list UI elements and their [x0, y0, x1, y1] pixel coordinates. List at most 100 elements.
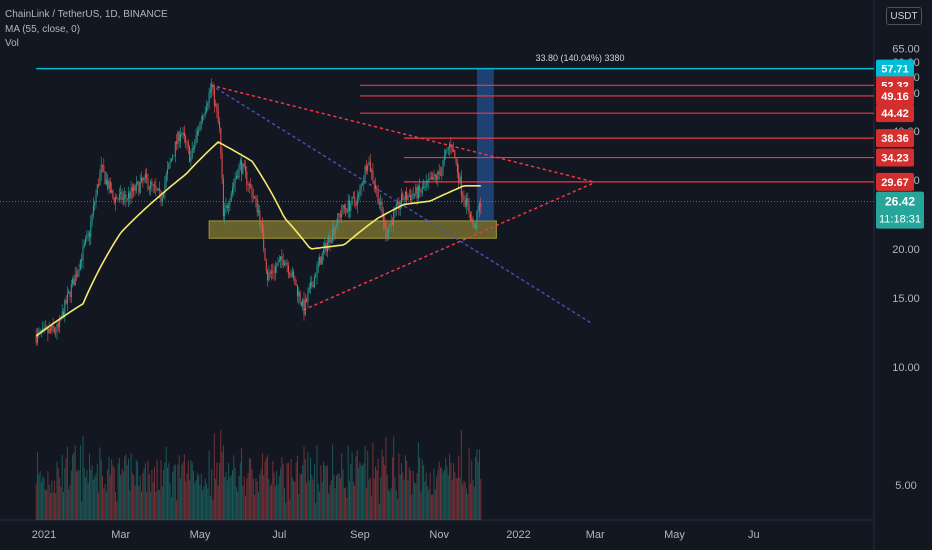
candle-body [53, 328, 55, 332]
volume-bar [467, 493, 469, 520]
volume-bar [168, 463, 170, 520]
candle-body [468, 204, 470, 214]
candle-body [378, 203, 380, 205]
price-tick-label: 20.00 [892, 244, 920, 256]
volume-bar [313, 463, 315, 520]
candle-body [147, 178, 149, 190]
volume-bar [312, 479, 314, 520]
trendline [303, 181, 596, 311]
volume-bar [155, 491, 157, 520]
volume-bar [455, 478, 457, 520]
candle-body [186, 141, 188, 143]
candle-body [458, 172, 460, 183]
candle-body [154, 184, 155, 186]
candle-body [469, 213, 471, 221]
volume-bar [255, 478, 257, 520]
candle-body [449, 144, 451, 149]
volume-bar [445, 458, 447, 520]
candle-body [460, 176, 462, 196]
volume-bar [74, 445, 76, 520]
candle-body [354, 197, 356, 202]
candle-body [82, 246, 84, 261]
volume-bar [133, 475, 135, 520]
volume-bar [265, 457, 267, 520]
volume-bar [325, 466, 327, 520]
trendlines[interactable] [210, 84, 596, 324]
level-price-label-bg [876, 59, 914, 78]
volume-bar [193, 471, 194, 520]
candle-body [464, 200, 466, 207]
volume-bar [346, 497, 348, 520]
ma-legend[interactable]: MA (55, close, 0) [5, 24, 81, 35]
volume-bar [471, 460, 473, 520]
volume-bar [291, 477, 293, 520]
candle-body [220, 127, 222, 153]
candle-body [125, 194, 127, 199]
volume-bars [35, 430, 482, 520]
currency-button[interactable]: USDT [886, 7, 922, 25]
volume-bar [100, 459, 102, 520]
volume-bar [176, 500, 178, 520]
symbol-title[interactable]: ChainLink / TetherUS, 1D, BINANCE [5, 9, 168, 20]
volume-bar [272, 460, 274, 520]
volume-bar [261, 453, 263, 520]
candle-body [255, 197, 257, 199]
volume-bar [43, 478, 45, 520]
volume-bar [122, 471, 124, 520]
horizontal-levels[interactable] [0, 67, 874, 203]
volume-bar [247, 473, 249, 520]
time-axis[interactable]: 2021 Mar May Jul Sep Nov 2022 Mar May Ju [32, 529, 760, 541]
candle-body [315, 276, 317, 278]
candle-body [79, 259, 81, 270]
volume-bar [170, 497, 172, 520]
volume-bar [351, 452, 353, 520]
volume-bar [333, 474, 335, 520]
volume-bar [287, 462, 289, 520]
volume-bar [129, 490, 131, 520]
candle-body [232, 187, 233, 194]
volume-bar [389, 491, 391, 520]
volume-bar [120, 474, 122, 520]
volume-bar [246, 478, 248, 520]
volume-bar [450, 462, 452, 520]
candle-body [304, 299, 306, 315]
candle-body [146, 173, 148, 179]
candle-body [480, 203, 482, 208]
candle-body [150, 181, 152, 188]
candle-body [284, 263, 285, 266]
volume-legend[interactable]: Vol [5, 38, 19, 49]
candle-body [221, 152, 223, 180]
candle-body [417, 186, 419, 199]
time-tick-label: Nov [429, 529, 449, 541]
volume-bar [320, 465, 322, 520]
candle-body [92, 205, 94, 215]
volume-bar [365, 488, 367, 520]
volume-bar [50, 493, 51, 520]
volume-bar [323, 461, 324, 520]
candle-body [139, 181, 141, 193]
volume-bar [226, 480, 228, 520]
candle-body [109, 181, 111, 193]
volume-bar [303, 446, 305, 520]
candle-body [291, 271, 293, 277]
candle-body [324, 243, 326, 250]
candle-body [68, 291, 70, 294]
candle-body [112, 190, 114, 198]
candle-body [395, 203, 397, 209]
level-price-label: 44.42 [881, 108, 909, 120]
level-price-label: 29.67 [881, 177, 909, 189]
volume-bar [332, 444, 334, 520]
volume-bar [460, 430, 462, 520]
current-price-badge [876, 191, 924, 229]
candle-body [343, 204, 345, 209]
candle-body [377, 189, 379, 204]
candle-body [252, 196, 254, 198]
volume-bar [211, 469, 213, 520]
candle-body [251, 187, 253, 198]
volume-bar [355, 455, 357, 520]
candle-body [164, 182, 166, 194]
level-price-label: 49.16 [881, 91, 909, 103]
volume-bar [56, 461, 58, 520]
candle-body [152, 184, 154, 186]
